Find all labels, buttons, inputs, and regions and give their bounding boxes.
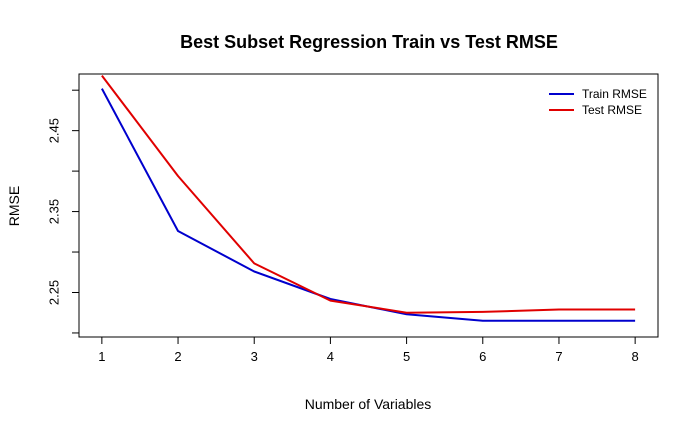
x-axis-label: Number of Variables bbox=[305, 396, 432, 412]
y-tick-label: 2.35 bbox=[46, 199, 61, 224]
y-axis-label: RMSE bbox=[6, 186, 22, 226]
x-tick-label: 2 bbox=[174, 349, 181, 364]
x-tick-label: 8 bbox=[632, 349, 639, 364]
x-tick-label: 6 bbox=[479, 349, 486, 364]
legend: Train RMSE Test RMSE bbox=[549, 87, 647, 117]
x-tick-label: 5 bbox=[403, 349, 410, 364]
plot-area-box bbox=[78, 73, 659, 338]
chart-title: Best Subset Regression Train vs Test RMS… bbox=[180, 32, 558, 52]
x-axis: 1 2 3 4 5 6 7 8 bbox=[98, 337, 639, 364]
y-tick-label: 2.45 bbox=[46, 118, 61, 143]
series-line-test-rmse bbox=[101, 74, 636, 314]
series-lines bbox=[101, 74, 636, 322]
x-tick-label: 1 bbox=[98, 349, 105, 364]
series-line-train-rmse bbox=[101, 88, 636, 322]
y-tick-label: 2.25 bbox=[46, 280, 61, 305]
x-tick-label: 7 bbox=[555, 349, 562, 364]
x-tick-label: 4 bbox=[327, 349, 334, 364]
legend-label: Train RMSE bbox=[582, 87, 647, 101]
y-axis: 2.25 2.35 2.45 bbox=[46, 89, 79, 334]
x-tick-label: 3 bbox=[251, 349, 258, 364]
legend-label: Test RMSE bbox=[582, 103, 642, 117]
